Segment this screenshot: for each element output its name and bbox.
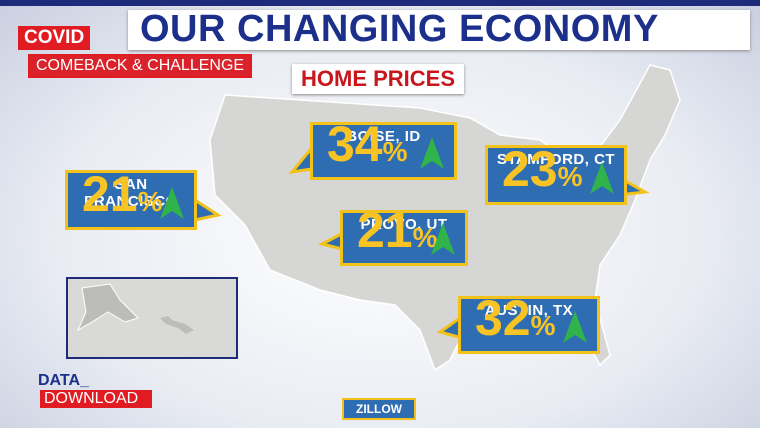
series-title: COMEBACK & CHALLENGE xyxy=(28,54,253,78)
callout: PROVO, UT 21% xyxy=(340,205,468,266)
badge: COVID xyxy=(18,26,91,50)
arrow-shape xyxy=(420,137,444,169)
percent-unit: % xyxy=(530,310,556,341)
percent-value: 21 xyxy=(82,166,138,222)
brand-bottom: DOWNLOAD xyxy=(40,390,153,408)
city: BOISE, ID xyxy=(346,128,421,145)
city: STAMFORD, CT xyxy=(496,151,616,168)
city: PROVO, UT xyxy=(360,216,448,233)
percent-value: 34 xyxy=(327,116,383,172)
arrow-shape xyxy=(431,223,455,255)
percent-unit: % xyxy=(557,161,583,192)
percent-unit: % xyxy=(137,186,163,217)
arrow-shape xyxy=(563,311,587,343)
up-arrow xyxy=(431,223,455,255)
up-arrow xyxy=(420,137,444,169)
city: SAN FRANCISCO xyxy=(84,176,178,210)
percent: 21% xyxy=(357,205,438,263)
percent: 23% xyxy=(502,144,583,202)
tail xyxy=(193,197,222,222)
subtitle: HOME PRICES xyxy=(292,64,465,94)
top-rule xyxy=(0,0,760,6)
brand-top: DATA_ xyxy=(38,372,89,389)
up-arrow xyxy=(563,311,587,343)
callout: SAN FRANCISCO 21% xyxy=(65,169,197,230)
title-banner xyxy=(128,10,750,50)
percent-unit: % xyxy=(382,136,408,167)
callout: STAMFORD, CT 23% xyxy=(485,144,627,205)
callout: BOISE, ID 34% xyxy=(310,119,457,180)
arrow-shape xyxy=(590,162,614,194)
percent: 21% xyxy=(82,169,163,227)
callout: AUSTIN, TX 32% xyxy=(458,293,600,354)
percent-value: 32 xyxy=(475,290,531,346)
up-arrow xyxy=(160,187,184,219)
source: ZILLOW xyxy=(342,398,416,420)
alaska xyxy=(76,283,139,332)
percent-unit: % xyxy=(412,222,438,253)
percent: 32% xyxy=(475,293,556,351)
hawaii xyxy=(160,316,194,334)
city: AUSTIN, TX xyxy=(484,302,574,319)
title: OUR CHANGING ECONOMY xyxy=(140,8,659,50)
percent-value: 23 xyxy=(502,141,558,197)
arrow-shape xyxy=(160,187,184,219)
percent-value: 21 xyxy=(357,202,413,258)
percent: 34% xyxy=(327,119,408,177)
up-arrow xyxy=(590,162,614,194)
